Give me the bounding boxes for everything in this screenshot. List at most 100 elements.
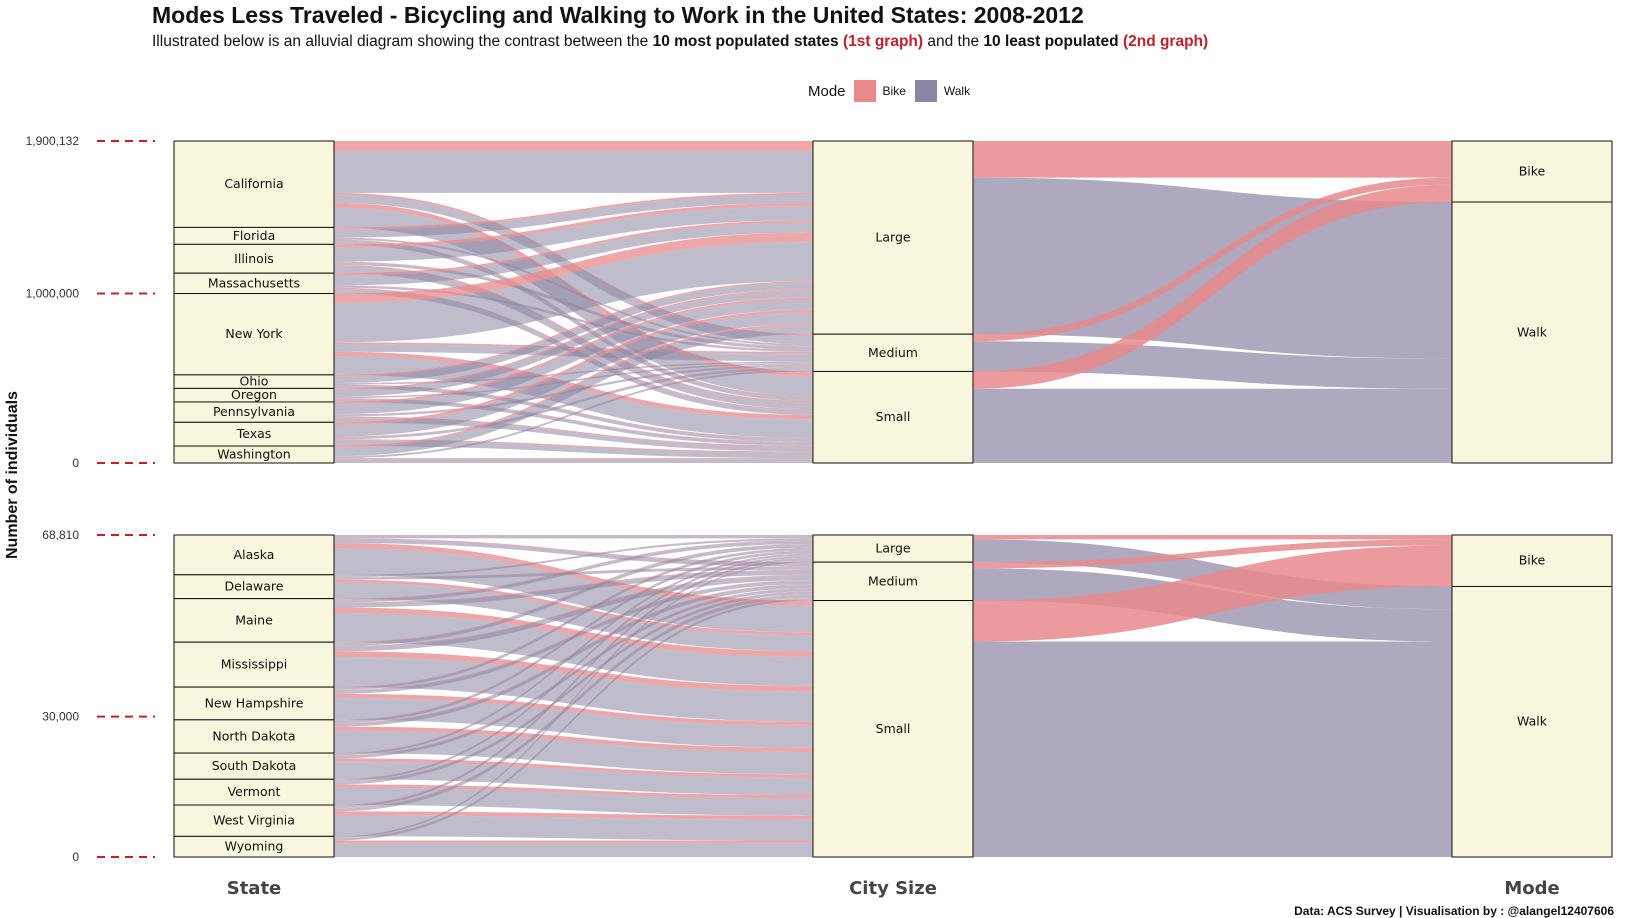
stratum-label-2-walk: Walk xyxy=(1517,714,1548,729)
flow-2-north-dakota-large-bike xyxy=(334,550,813,721)
flow-2-west-virginia-small-walk xyxy=(334,815,813,841)
x-axis-name-mode: Mode xyxy=(1504,878,1559,899)
flow-2-new-hampshire-large-bike xyxy=(334,547,813,688)
stratum-1-washington xyxy=(173,445,335,464)
flow-1-small-bike xyxy=(973,184,1452,389)
flow-1-texas-large-walk xyxy=(334,312,813,437)
flow-2-north-dakota-medium-walk xyxy=(334,584,813,727)
y-tick-label-1: 1,000,000 xyxy=(26,287,80,301)
stratum-label-1-california: California xyxy=(224,176,283,191)
legend-label-walk: Walk xyxy=(943,84,971,98)
flow-2-south-dakota-large-bike xyxy=(334,553,813,754)
flow-2-delaware-small-bike xyxy=(334,579,813,636)
stratum-label-1-walk: Walk xyxy=(1517,325,1548,340)
flow-2-vermont-large-bike xyxy=(334,555,813,780)
flow-1-pennsylvania-large-walk xyxy=(334,299,813,415)
stratum-label-1-bike: Bike xyxy=(1519,164,1546,179)
subtitle-bold-least: 10 least populated xyxy=(983,33,1119,50)
stratum-2-walk xyxy=(1451,585,1613,858)
flow-2-wyoming-medium-walk xyxy=(334,598,813,841)
flow-1-washington-large-bike xyxy=(334,324,813,448)
stratum-label-2-wyoming: Wyoming xyxy=(225,839,284,854)
stratum-label-2-vermont: Vermont xyxy=(228,784,281,799)
stratum-label-1-medium: Medium xyxy=(868,345,918,360)
y-tick-label-1: 1,900,132 xyxy=(26,134,80,148)
flow-1-illinois-small-walk xyxy=(334,266,813,410)
legend-key-walk xyxy=(914,80,937,102)
stratum-1-large xyxy=(812,140,974,335)
stratum-2-mississippi xyxy=(173,641,335,688)
flow-1-california-large-bike xyxy=(334,141,813,151)
flow-1-oregon-medium-walk xyxy=(334,363,813,399)
flow-1-oregon-small-walk xyxy=(334,398,813,446)
flow-2-south-dakota-small-walk xyxy=(334,761,813,796)
flow-1-massachusetts-medium-walk xyxy=(334,285,813,352)
stratum-1-california xyxy=(173,140,335,228)
flow-2-south-dakota-medium-bike xyxy=(334,588,813,756)
flow-2-small-walk xyxy=(973,641,1452,857)
flow-2-new-hampshire-small-bike xyxy=(334,693,813,726)
flow-2-maine-small-walk xyxy=(334,613,813,686)
flow-2-mississippi-small-bike xyxy=(334,651,813,692)
flow-1-pennsylvania-small-walk xyxy=(334,417,813,452)
stratum-label-2-south-dakota: South Dakota xyxy=(212,758,297,773)
flow-2-north-dakota-small-walk xyxy=(334,730,813,775)
flow-2-small-bike xyxy=(973,545,1452,642)
flow-2-mississippi-medium-bike xyxy=(334,574,813,647)
flow-1-pennsylvania-small-bike xyxy=(334,416,813,447)
flow-1-california-large-walk xyxy=(334,150,813,193)
flow-1-texas-small-bike xyxy=(334,439,813,453)
subtitle-mid: and the xyxy=(927,33,980,50)
stratum-2-maine xyxy=(173,598,335,643)
flow-1-massachusetts-large-walk xyxy=(334,222,813,286)
stratum-label-1-new-york: New York xyxy=(225,326,283,341)
flow-1-new-york-large-walk xyxy=(334,241,813,343)
flow-2-vermont-large-walk xyxy=(334,555,813,782)
flow-2-mississippi-medium-walk xyxy=(334,575,813,652)
stratum-1-illinois xyxy=(173,243,335,274)
stratum-label-2-medium: Medium xyxy=(868,573,918,588)
flow-2-maine-large-walk xyxy=(334,540,813,603)
flow-2-south-dakota-large-walk xyxy=(334,553,813,756)
flow-2-mississippi-large-walk xyxy=(334,544,813,646)
stratum-label-2-large: Large xyxy=(875,541,910,556)
flow-2-delaware-large-bike xyxy=(334,538,813,576)
flow-2-north-dakota-large-walk xyxy=(334,551,813,723)
flow-1-small-walk xyxy=(973,388,1452,463)
flow-2-alaska-medium-bike xyxy=(334,538,813,563)
stratum-label-1-texas: Texas xyxy=(236,426,272,441)
flow-2-vermont-medium-walk xyxy=(334,591,813,785)
subtitle-bold-most: 10 most populated states xyxy=(652,33,839,50)
flow-1-new-york-small-walk xyxy=(334,356,813,438)
stratum-label-2-new-hampshire: New Hampshire xyxy=(205,695,304,710)
y-tick-label-2: 0 xyxy=(72,850,79,864)
chart-subtitle: Illustrated below is an alluvial diagram… xyxy=(152,33,1208,51)
flow-2-delaware-large-walk xyxy=(334,538,813,577)
flow-1-washington-small-bike xyxy=(334,458,813,460)
caption: Data: ACS Survey | Visualisation by : @a… xyxy=(1294,904,1614,918)
flow-1-texas-large-bike xyxy=(334,309,813,426)
stratum-label-1-washington: Washington xyxy=(217,447,290,462)
subtitle-first-graph: (1st graph) xyxy=(842,33,924,50)
stratum-2-north-dakota xyxy=(173,719,335,754)
stratum-label-2-north-dakota: North Dakota xyxy=(212,728,295,743)
stratum-label-2-alaska: Alaska xyxy=(234,547,275,562)
flow-1-large-walk xyxy=(973,177,1452,359)
flow-1-oregon-small-bike xyxy=(334,398,813,443)
flow-1-new-york-medium-bike xyxy=(334,342,813,354)
flow-2-wyoming-small-bike xyxy=(334,840,813,844)
y-tick-label-2: 68,810 xyxy=(42,528,79,542)
flow-2-mississippi-large-bike xyxy=(334,544,813,643)
stratum-label-1-oregon: Oregon xyxy=(231,387,277,402)
y-tick-label-2: 30,000 xyxy=(42,710,79,724)
flow-1-washington-small-walk xyxy=(334,459,813,463)
stratum-2-bike xyxy=(1451,534,1613,587)
stratum-label-2-maine: Maine xyxy=(235,612,273,627)
stratum-label-1-illinois: Illinois xyxy=(234,251,274,266)
flow-2-vermont-small-walk xyxy=(334,787,813,816)
flow-2-large-bike xyxy=(973,535,1452,540)
flow-1-oregon-large-walk xyxy=(334,290,813,397)
stratum-2-south-dakota xyxy=(173,752,335,780)
stratum-2-new-hampshire xyxy=(173,686,335,721)
legend-title: Mode xyxy=(808,82,846,100)
